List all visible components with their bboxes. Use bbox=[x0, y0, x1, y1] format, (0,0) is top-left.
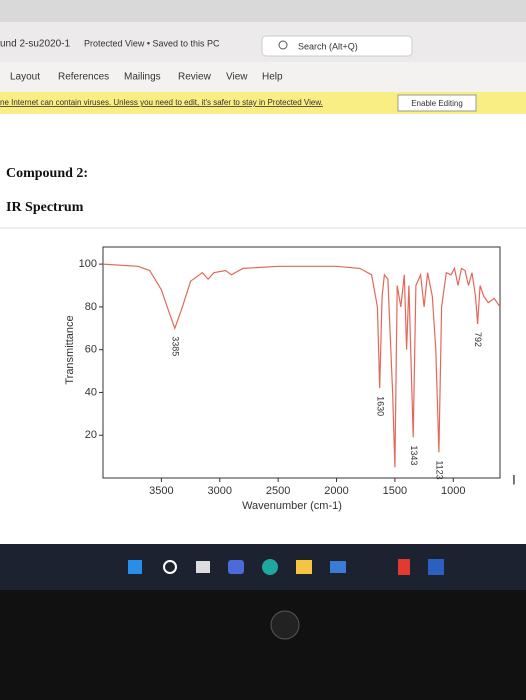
chart: Transmittance Wavenumber (cm-1) 3500 3000… bbox=[64, 246, 501, 512]
y-tick-label: 100 bbox=[79, 258, 97, 270]
ribbon-tabs: Layout References Mailings Review View Help bbox=[10, 72, 283, 83]
start-icon[interactable] bbox=[128, 560, 142, 574]
search-taskbar-icon[interactable] bbox=[163, 560, 177, 574]
y-tick-label: 60 bbox=[85, 344, 97, 356]
bezel-top bbox=[0, 0, 526, 22]
ribbon-tab[interactable]: Review bbox=[178, 72, 212, 83]
mail-icon[interactable] bbox=[330, 561, 346, 573]
teams-icon[interactable] bbox=[228, 560, 244, 574]
x-tick-label: 1000 bbox=[441, 485, 465, 497]
document-name: und 2-su2020-1 bbox=[0, 39, 70, 50]
x-tick-label: 3500 bbox=[149, 485, 173, 497]
peak-label: 792 bbox=[473, 332, 483, 347]
ribbon bbox=[0, 62, 526, 92]
document-page bbox=[0, 114, 526, 544]
search-icon bbox=[278, 40, 288, 50]
enable-editing-button[interactable] bbox=[397, 94, 477, 112]
plot-frame bbox=[102, 246, 501, 479]
y-tick-label: 20 bbox=[85, 429, 97, 441]
banner-message: ne Internet can contain viruses. Unless … bbox=[0, 98, 323, 107]
edge-icon[interactable] bbox=[262, 559, 278, 575]
peak-label: 1343 bbox=[409, 445, 419, 465]
search-placeholder[interactable]: Search (Alt+Q) bbox=[298, 41, 358, 51]
protected-banner bbox=[0, 92, 526, 114]
ribbon-tab[interactable]: References bbox=[58, 72, 109, 83]
explorer-icon[interactable] bbox=[296, 560, 312, 574]
x-tick-label: 1500 bbox=[383, 485, 407, 497]
peak-label: 1123 bbox=[435, 460, 445, 479]
office-icon[interactable] bbox=[398, 559, 410, 575]
enable-editing-label[interactable]: Enable Editing bbox=[411, 99, 463, 108]
hp-logo bbox=[270, 610, 300, 640]
peak-label: 3385 bbox=[170, 336, 180, 356]
y-tick-label: 80 bbox=[85, 301, 97, 313]
text-cursor: I bbox=[512, 472, 516, 488]
status: Protected View • Saved to this PC bbox=[84, 38, 220, 48]
y-tick-label: 40 bbox=[85, 386, 97, 398]
x-tick-label: 2500 bbox=[266, 485, 290, 497]
taskview-icon[interactable] bbox=[196, 561, 210, 573]
subheading: IR Spectrum bbox=[6, 200, 84, 215]
ribbon-tab[interactable]: Layout bbox=[10, 72, 40, 83]
x-axis-label: Wavenumber (cm-1) bbox=[242, 500, 342, 512]
peak-label: 1630 bbox=[375, 396, 385, 416]
x-tick-label: 2000 bbox=[324, 485, 348, 497]
search-box[interactable] bbox=[261, 35, 413, 57]
y-axis-label: Transmittance bbox=[64, 315, 76, 384]
heading: Compound 2: bbox=[6, 166, 88, 181]
word-icon[interactable] bbox=[428, 559, 444, 575]
ribbon-tab[interactable]: Help bbox=[262, 72, 283, 83]
spectrum-line bbox=[102, 263, 501, 468]
ribbon-tab[interactable]: View bbox=[226, 72, 248, 83]
ribbon-tab[interactable]: Mailings bbox=[124, 72, 161, 83]
x-tick-label: 3000 bbox=[208, 485, 232, 497]
